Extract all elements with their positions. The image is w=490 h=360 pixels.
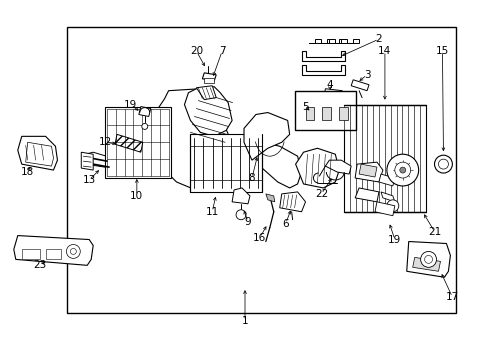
Circle shape [439, 159, 448, 169]
Bar [322, 107, 331, 121]
Polygon shape [184, 87, 232, 136]
Polygon shape [379, 174, 395, 186]
Polygon shape [18, 136, 57, 170]
Polygon shape [25, 142, 53, 166]
Polygon shape [301, 51, 345, 61]
Polygon shape [295, 148, 339, 188]
Polygon shape [413, 257, 441, 271]
Polygon shape [115, 134, 143, 152]
Text: 10: 10 [130, 191, 144, 201]
Bar [105, 107, 171, 178]
Text: 20: 20 [190, 46, 203, 56]
Polygon shape [355, 162, 383, 182]
Text: 23: 23 [33, 260, 46, 270]
Circle shape [387, 200, 399, 212]
Polygon shape [407, 242, 450, 277]
Polygon shape [85, 152, 113, 168]
Polygon shape [155, 89, 234, 192]
Circle shape [400, 167, 406, 173]
Text: 22: 22 [315, 189, 328, 199]
Circle shape [420, 251, 437, 267]
Bar [294, 91, 356, 130]
Polygon shape [310, 39, 345, 43]
Polygon shape [196, 86, 216, 100]
Polygon shape [324, 89, 342, 98]
Circle shape [71, 248, 76, 255]
Polygon shape [359, 164, 377, 177]
Text: 5: 5 [302, 102, 309, 112]
Bar [306, 107, 315, 121]
Text: 17: 17 [446, 292, 459, 302]
Text: 7: 7 [219, 46, 225, 56]
Bar [344, 105, 426, 212]
Text: 18: 18 [21, 167, 34, 177]
Text: 14: 14 [378, 46, 392, 56]
Bar [46, 249, 61, 260]
Text: 19: 19 [124, 100, 138, 109]
Text: 21: 21 [428, 226, 441, 237]
Circle shape [435, 155, 452, 173]
Polygon shape [301, 65, 345, 75]
Polygon shape [202, 73, 216, 81]
Polygon shape [228, 142, 301, 188]
Circle shape [387, 154, 418, 186]
Text: 11: 11 [206, 207, 219, 217]
Text: 12: 12 [98, 137, 112, 147]
Text: 3: 3 [364, 70, 370, 80]
Text: 16: 16 [253, 233, 267, 243]
Text: 9: 9 [245, 217, 251, 227]
Bar [339, 107, 348, 121]
Bar [22, 249, 40, 260]
Polygon shape [323, 39, 359, 43]
Circle shape [395, 162, 411, 178]
Polygon shape [381, 192, 395, 202]
Polygon shape [351, 80, 369, 91]
Circle shape [142, 123, 148, 129]
Polygon shape [244, 113, 290, 160]
Polygon shape [232, 188, 250, 204]
Polygon shape [280, 192, 306, 212]
Text: 8: 8 [248, 173, 255, 183]
Polygon shape [375, 202, 395, 216]
Polygon shape [325, 160, 351, 174]
Bar [204, 78, 214, 83]
Text: 19: 19 [388, 234, 401, 244]
Bar [68, 27, 456, 313]
Polygon shape [81, 152, 93, 170]
Text: 2: 2 [376, 34, 382, 44]
Text: 13: 13 [83, 175, 96, 185]
Polygon shape [14, 235, 93, 265]
Text: 4: 4 [326, 80, 333, 90]
Polygon shape [139, 107, 151, 117]
Text: 1: 1 [242, 316, 248, 326]
Polygon shape [266, 194, 275, 202]
Bar [191, 134, 262, 192]
Circle shape [66, 244, 80, 258]
Text: 6: 6 [282, 219, 289, 229]
Circle shape [236, 210, 246, 220]
Circle shape [425, 255, 433, 264]
Text: 15: 15 [436, 46, 449, 56]
Polygon shape [355, 188, 379, 202]
